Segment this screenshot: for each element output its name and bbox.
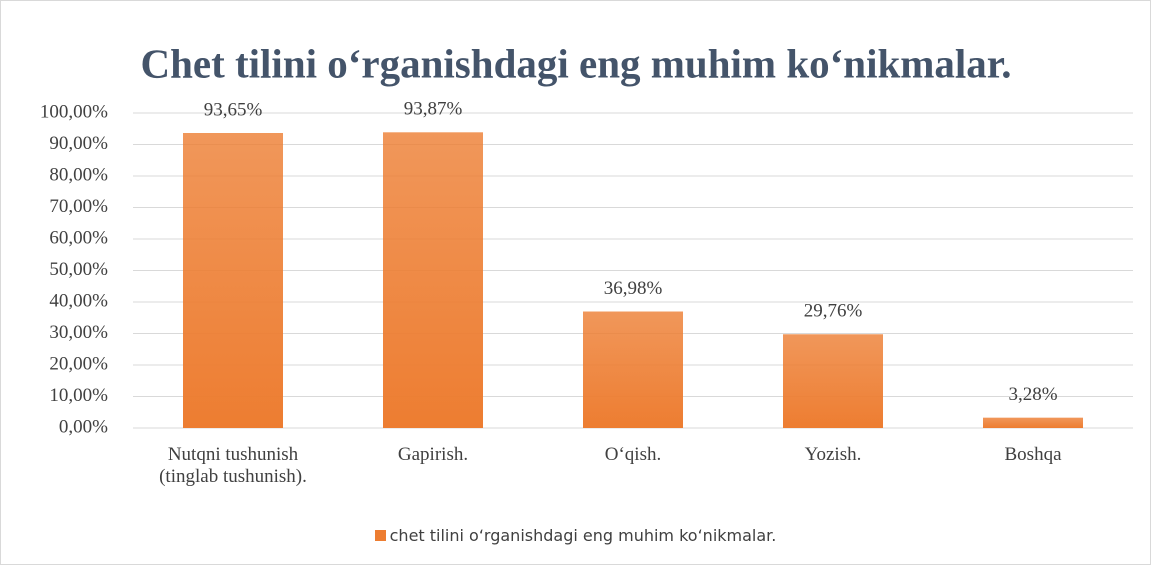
x-tick-label: O‘qish. (604, 444, 662, 465)
y-tick-label: 30,00% (49, 322, 108, 343)
y-tick-label: 100,00% (40, 101, 108, 122)
legend-swatch (374, 530, 386, 541)
x-tick-label: Gapirish. (397, 444, 469, 465)
y-tick-label: 80,00% (49, 164, 108, 185)
bar (583, 311, 683, 428)
legend-label: chet tilini o‘rganishdagi eng muhim ko‘n… (389, 526, 777, 545)
data-label: 93,65% (204, 99, 263, 120)
legend: chet tilini o‘rganishdagi eng muhim ko‘n… (0, 526, 1151, 545)
y-tick-label: 40,00% (49, 290, 108, 311)
x-tick-label: Nutqni tushunish (tinglab tushunish). (159, 444, 307, 487)
y-tick-label: 70,00% (49, 196, 108, 217)
y-tick-label: 50,00% (49, 259, 108, 280)
data-label: 93,87% (404, 99, 463, 120)
y-tick-label: 20,00% (49, 353, 108, 374)
bar (983, 417, 1083, 428)
y-tick-label: 90,00% (49, 133, 108, 154)
bar (383, 132, 483, 428)
chart-title: Chet tilini o‘rganishdagi eng muhim ko‘n… (140, 40, 1011, 86)
y-tick-label: 10,00% (49, 385, 108, 406)
data-label: 29,76% (804, 301, 863, 322)
data-label: 36,98% (604, 278, 663, 299)
bar (783, 334, 883, 428)
bar (183, 133, 283, 428)
x-tick-label: Yozish. (804, 444, 862, 465)
y-tick-label: 0,00% (59, 416, 108, 437)
data-label: 3,28% (1008, 384, 1057, 405)
y-tick-label: 60,00% (49, 227, 108, 248)
x-tick-label: Boshqa (1004, 444, 1062, 465)
